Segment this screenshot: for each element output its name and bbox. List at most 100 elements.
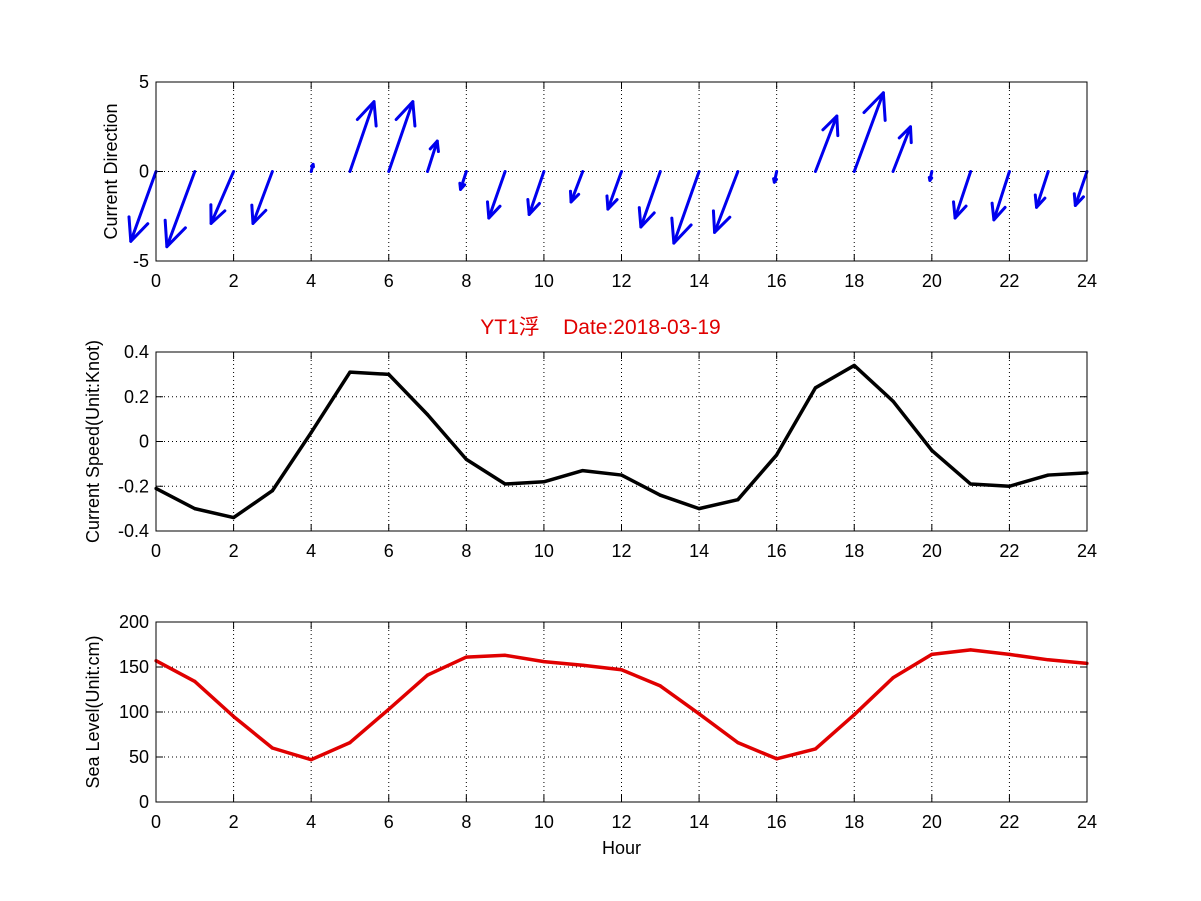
arrow-head (897, 125, 913, 145)
x-tick-label: 20 (922, 271, 942, 291)
x-tick-label: 16 (767, 812, 787, 832)
x-tick-label: 14 (689, 541, 709, 561)
direction-arrow (605, 170, 623, 211)
data-point (930, 448, 934, 453)
arrow-shaft (129, 170, 158, 243)
arrow-shaft (639, 170, 662, 229)
y-tick-label: 0.4 (124, 342, 149, 362)
y-axis-label: Current Speed(Unit:Knot) (83, 340, 103, 543)
y-tick-label: 150 (119, 657, 149, 677)
data-point (736, 741, 740, 745)
data-point (697, 507, 701, 511)
x-tick-label: 8 (461, 271, 471, 291)
arrow-shaft (251, 170, 274, 225)
axes-frame (155, 621, 1088, 803)
data-point (891, 399, 895, 403)
arrow-shaft (487, 170, 507, 220)
x-tick-label: 4 (306, 271, 316, 291)
data-point (658, 684, 662, 688)
arrow-head (637, 206, 656, 229)
x-tick-label: 4 (306, 812, 316, 832)
direction-arrow (990, 170, 1011, 222)
data-point (425, 673, 430, 677)
arrow-shaft (852, 91, 885, 173)
plot-area (156, 622, 1087, 802)
arrow-head (250, 203, 268, 225)
x-tick-label: 24 (1077, 812, 1097, 832)
data-point (852, 363, 856, 368)
arrow-shaft (569, 170, 585, 204)
data-point (1007, 484, 1012, 488)
x-tick-label: 6 (384, 541, 394, 561)
arrow-shaft (606, 170, 623, 211)
y-tick-label: 50 (129, 747, 149, 767)
direction-arrow (1072, 170, 1089, 208)
direction-arrow (927, 170, 934, 182)
arrow-head (163, 218, 187, 249)
data-point (697, 712, 701, 716)
data-point (193, 507, 197, 511)
data-point (619, 473, 624, 477)
data-point (658, 493, 662, 497)
data-point (503, 653, 507, 657)
data-point (270, 746, 274, 750)
data-point (348, 370, 352, 374)
chart-title: YT1浮 Date:2018-03-19 (480, 316, 721, 339)
x-tick-label: 12 (611, 271, 631, 291)
data-point (309, 430, 313, 435)
direction-arrow (426, 139, 440, 173)
arrow-shaft (813, 114, 839, 173)
data-point (542, 660, 546, 664)
data-point (1007, 652, 1012, 657)
arrow-shaft (165, 170, 197, 249)
x-tick-label: 24 (1077, 541, 1097, 561)
x-tick-label: 14 (689, 812, 709, 832)
arrow-head (458, 181, 467, 191)
data-point (581, 468, 585, 473)
data-point (309, 758, 313, 762)
x-tick-label: 0 (151, 812, 161, 832)
y-tick-label: 0 (139, 432, 149, 452)
direction-arrow (348, 100, 378, 173)
data-point (231, 515, 236, 520)
data-point (464, 655, 468, 659)
data-point (736, 498, 740, 502)
arrow-head (952, 200, 968, 220)
arrow-head (862, 91, 887, 122)
direction-arrow (568, 170, 585, 204)
data-point (1046, 473, 1050, 477)
direction-arrow (250, 170, 274, 225)
arrow-head (711, 209, 732, 234)
arrow-shaft (426, 139, 439, 173)
data-point (969, 482, 973, 486)
arrow-shaft (527, 170, 546, 216)
direction-arrow (309, 162, 315, 173)
x-tick-label: 12 (611, 812, 631, 832)
x-tick-label: 20 (922, 812, 942, 832)
x-tick-label: 22 (999, 812, 1019, 832)
y-tick-label: 0 (139, 792, 149, 812)
arrow-head (670, 216, 693, 245)
y-tick-label: -0.2 (118, 476, 149, 496)
y-axis-label: Sea Level(Unit:cm) (83, 635, 103, 788)
arrow-shaft (992, 170, 1011, 222)
arrow-head (772, 177, 778, 184)
x-tick-label: 2 (229, 812, 239, 832)
data-point (775, 453, 779, 457)
arrow-head (1072, 192, 1085, 208)
x-tick-label: 22 (999, 271, 1019, 291)
arrow-head (990, 201, 1007, 222)
data-point (619, 668, 624, 672)
y-axis-label: Current Direction (101, 103, 121, 239)
data-point (348, 741, 352, 745)
x-tick-label: 6 (384, 271, 394, 291)
x-tick-label: 18 (844, 541, 864, 561)
direction-arrow (127, 170, 158, 243)
x-tick-label: 22 (999, 541, 1019, 561)
y-tick-label: 0.2 (124, 387, 149, 407)
direction-arrow (209, 170, 236, 225)
data-point (813, 747, 818, 751)
arrow-head (821, 114, 840, 138)
x-tick-label: 2 (229, 541, 239, 561)
